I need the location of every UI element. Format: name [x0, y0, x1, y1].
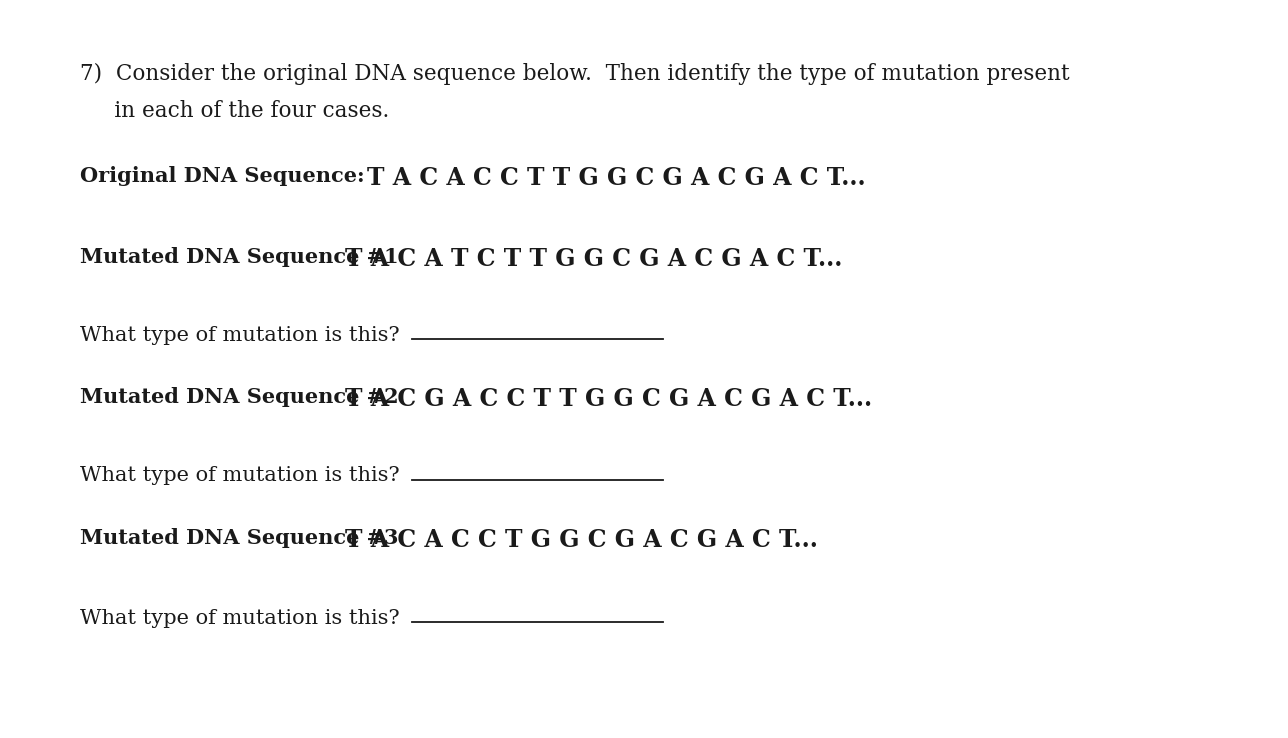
- Text: in each of the four cases.: in each of the four cases.: [80, 100, 389, 122]
- Text: T A C G A C C T T G G C G A C G A C T...: T A C G A C C T T G G C G A C G A C T...: [345, 387, 872, 412]
- Text: Mutated DNA Sequence #1: Mutated DNA Sequence #1: [80, 247, 398, 267]
- Text: Mutated DNA Sequence #3: Mutated DNA Sequence #3: [80, 528, 398, 548]
- Text: What type of mutation is this?: What type of mutation is this?: [80, 609, 399, 628]
- Text: What type of mutation is this?: What type of mutation is this?: [80, 326, 399, 345]
- Text: What type of mutation is this?: What type of mutation is this?: [80, 466, 399, 486]
- Text: T A C A C C T G G C G A C G A C T...: T A C A C C T G G C G A C G A C T...: [345, 528, 818, 552]
- Text: Original DNA Sequence:: Original DNA Sequence:: [80, 166, 365, 186]
- Text: T A C A T C T T G G C G A C G A C T...: T A C A T C T T G G C G A C G A C T...: [345, 247, 842, 272]
- Text: Mutated DNA Sequence #2: Mutated DNA Sequence #2: [80, 387, 398, 407]
- Text: T A C A C C T T G G C G A C G A C T...: T A C A C C T T G G C G A C G A C T...: [367, 166, 866, 190]
- Text: 7)  Consider the original DNA sequence below.  Then identify the type of mutatio: 7) Consider the original DNA sequence be…: [80, 63, 1069, 85]
